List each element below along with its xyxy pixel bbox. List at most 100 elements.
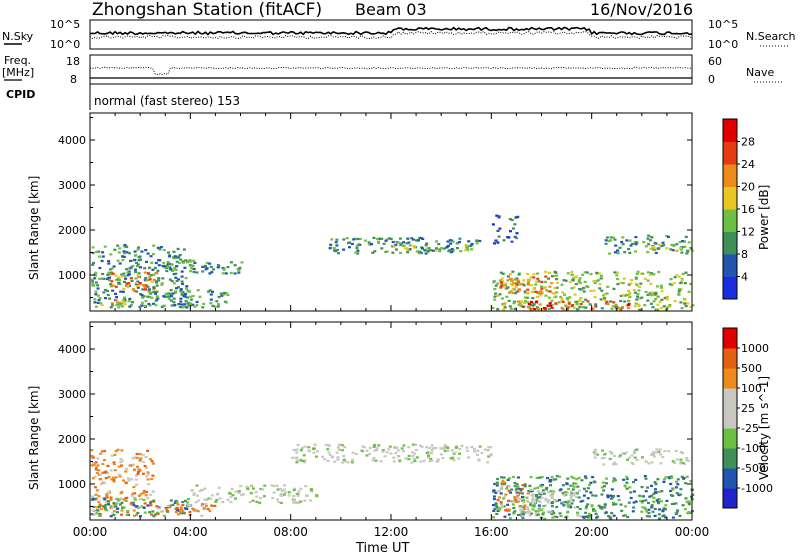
power-cell — [92, 284, 96, 287]
velocity-cell — [300, 446, 304, 449]
velocity-cell — [142, 506, 146, 509]
velocity-cell — [554, 478, 558, 481]
power-cell — [665, 235, 669, 238]
power-cell — [634, 282, 638, 285]
power-cell — [677, 275, 681, 278]
velocity-cell — [110, 478, 114, 481]
time-xtick-label: 12:00 — [374, 525, 409, 539]
power-cell — [599, 277, 603, 280]
velocity-cell — [550, 494, 554, 497]
velocity-cell — [466, 449, 469, 452]
velocity-cell — [138, 459, 142, 462]
power-cell — [179, 297, 183, 300]
velocity-cell — [510, 488, 514, 491]
power-cell — [605, 300, 609, 303]
velocity-cell — [394, 446, 398, 449]
velocity-cell — [659, 500, 663, 503]
power-cell — [513, 278, 517, 281]
velocity-cell — [576, 511, 579, 514]
velocity-cell — [229, 495, 233, 498]
velocity-cell — [674, 449, 678, 453]
power-cell — [603, 299, 607, 302]
power-cell — [451, 249, 455, 252]
velocity-cell — [658, 508, 661, 511]
power-cell — [679, 247, 682, 250]
power-cell — [117, 276, 121, 279]
power-cell — [594, 305, 598, 308]
velocity-cell — [198, 490, 202, 493]
velocity-cell — [144, 455, 148, 459]
velocity-cell — [130, 494, 134, 497]
power-cell — [571, 279, 575, 282]
power-cell — [653, 241, 657, 244]
power-colorbar-tick-label: 4 — [741, 271, 748, 284]
velocity-cell — [114, 502, 118, 506]
velocity-colorbar-tick-label: 25 — [741, 402, 755, 415]
power-cell — [503, 285, 507, 288]
power-cell — [134, 277, 138, 280]
velocity-cell — [165, 507, 169, 511]
velocity-cell — [453, 451, 457, 454]
velocity-cell — [343, 460, 347, 463]
velocity-cell — [262, 495, 266, 498]
power-cell — [600, 274, 603, 277]
velocity-cell — [205, 498, 209, 501]
velocity-cell — [143, 511, 147, 514]
power-cell — [93, 298, 97, 301]
power-cell — [358, 237, 362, 241]
power-cell — [123, 252, 127, 255]
power-cell — [650, 236, 654, 239]
velocity-cell — [538, 476, 542, 479]
velocity-cell — [415, 456, 419, 459]
velocity-cell — [581, 515, 585, 518]
power-cell — [544, 275, 548, 278]
velocity-cell — [117, 465, 121, 468]
velocity-cell — [535, 476, 539, 479]
power-cell — [115, 296, 119, 299]
power-cell — [169, 289, 173, 292]
velocity-cell — [91, 462, 95, 465]
velocity-cell — [634, 500, 638, 503]
velocity-cell — [166, 505, 170, 508]
velocity-cell — [498, 508, 501, 511]
power-cell — [122, 255, 126, 258]
power-cell — [614, 244, 618, 247]
velocity-cell — [569, 497, 573, 500]
velocity-cell — [245, 485, 249, 488]
power-cell — [411, 238, 415, 241]
velocity-cell — [146, 497, 150, 500]
power-cell — [100, 303, 104, 307]
time-x-axis: 00:00 04:00 08:00 12:00 16:00 20:00 00:00 — [73, 525, 710, 539]
velocity-cell — [507, 485, 511, 488]
power-cell — [395, 248, 398, 251]
velocity-cell — [259, 487, 263, 491]
power-cell — [127, 252, 131, 255]
velocity-cell — [203, 498, 207, 501]
velocity-cell — [94, 468, 98, 471]
power-cell — [579, 297, 583, 300]
nave-tick-top: 60 — [708, 55, 722, 68]
power-cell — [126, 271, 130, 274]
velocity-cell — [135, 456, 139, 459]
power-cell — [449, 251, 453, 254]
velocity-cell — [137, 494, 141, 497]
power-cell — [548, 290, 552, 293]
velocity-cell — [131, 492, 135, 495]
power-cell — [91, 263, 95, 266]
power-colorbar-swatch — [723, 186, 737, 210]
velocity-cell — [610, 497, 614, 500]
power-cell — [555, 274, 559, 277]
velocity-cell — [305, 494, 309, 497]
velocity-cell — [632, 490, 636, 493]
power-cell — [661, 241, 665, 244]
velocity-cell — [531, 495, 535, 498]
power-cell — [609, 236, 613, 239]
velocity-cell — [677, 494, 681, 497]
power-cell — [683, 282, 687, 285]
velocity-cell — [143, 502, 147, 505]
power-cell — [636, 292, 640, 296]
velocity-cell — [272, 484, 276, 488]
velocity-cell — [234, 490, 238, 493]
velocity-cell — [574, 482, 578, 485]
